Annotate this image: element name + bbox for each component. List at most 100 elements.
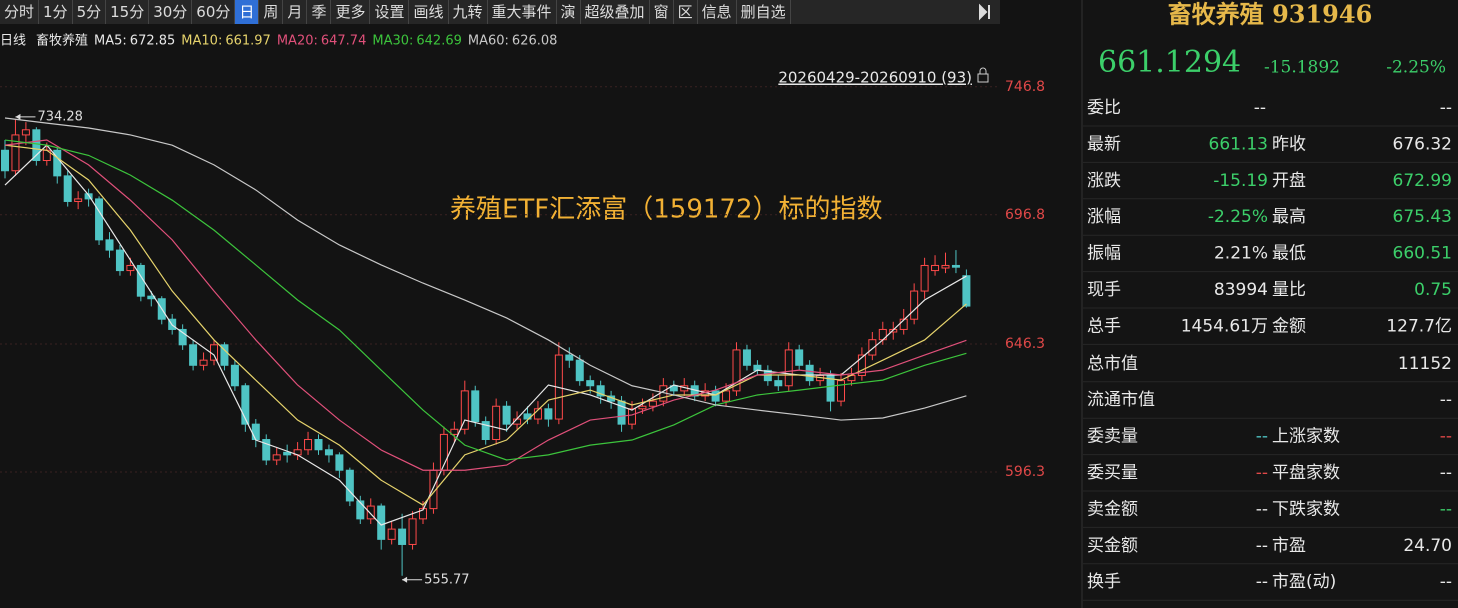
row-value: -- <box>1256 463 1268 483</box>
toolbar-item[interactable]: 九转 <box>449 0 488 24</box>
row-label: 总手 <box>1087 316 1121 336</box>
toolbar-item[interactable]: 月 <box>283 0 308 24</box>
row-label: 委买量 <box>1087 463 1138 483</box>
toolbar-item[interactable]: 日 <box>235 0 260 24</box>
candle-body <box>544 408 553 420</box>
candle-body <box>272 454 281 461</box>
candle-body <box>398 528 407 545</box>
row-label: 振幅 <box>1087 244 1121 264</box>
candle-body <box>283 451 292 456</box>
row-value: 672.99 <box>1393 171 1452 191</box>
row-value: -- <box>1256 499 1268 519</box>
range[interactable]: 20260429-20260910 (93) <box>778 69 972 87</box>
candle-body <box>502 405 511 425</box>
candle-body <box>1 149 9 172</box>
toolbar-item[interactable]: 更多 <box>331 0 371 24</box>
candle-body <box>324 449 333 456</box>
candle-body <box>941 264 950 269</box>
candle-body <box>210 344 218 361</box>
ma-line <box>4 139 967 461</box>
row-value: 660.51 <box>1393 244 1452 264</box>
toolbar-item[interactable]: 30分 <box>149 0 193 24</box>
row-label: 涨跌 <box>1087 171 1121 191</box>
legend-name: 畜牧养殖 <box>36 33 88 49</box>
candle-body <box>951 264 960 268</box>
row-label: 开盘 <box>1272 171 1306 191</box>
candle-body <box>837 380 845 402</box>
toolbar-item[interactable]: 周 <box>259 0 284 24</box>
toolbar-item[interactable]: 信息 <box>698 0 737 24</box>
candle-body <box>74 198 83 202</box>
panel-bg <box>1083 0 1458 608</box>
row-label: 现手 <box>1087 280 1121 300</box>
candle-body <box>53 149 62 177</box>
candle-body <box>910 290 919 320</box>
candle-body <box>262 439 271 461</box>
toolbar-item[interactable]: 1分 <box>39 0 73 24</box>
candle-body <box>774 380 783 387</box>
candle-body <box>492 405 501 441</box>
ma-line <box>4 139 967 471</box>
toolbar-item[interactable]: 窗 <box>650 0 674 24</box>
candle-body <box>638 405 647 410</box>
ma-line <box>4 144 967 526</box>
row-value: -2.25% <box>1208 207 1268 227</box>
toolbar-item[interactable]: 画线 <box>409 0 449 24</box>
panel-title: 畜牧养殖 931946 <box>1168 0 1373 29</box>
candle-body <box>962 275 971 307</box>
row-label: 最新 <box>1087 134 1121 154</box>
row-value: -- <box>1440 427 1452 447</box>
candle-body <box>596 385 605 397</box>
candle-body <box>95 198 104 241</box>
legend-value: 661.97 <box>225 34 271 49</box>
candle-body <box>220 344 229 366</box>
toolbar-item[interactable]: 设置 <box>370 0 410 24</box>
toolbar-item[interactable]: 重大事件 <box>488 0 557 24</box>
toolbar-item[interactable]: 删自选 <box>737 0 791 24</box>
lock-icon[interactable] <box>977 73 989 83</box>
legend-value: 672.85 <box>130 34 176 49</box>
legend-value: 647.74 <box>321 34 367 49</box>
row-value: -- <box>1440 98 1452 118</box>
candle-body <box>795 349 804 366</box>
row-label: 最高 <box>1272 207 1306 227</box>
candle-body <box>189 344 198 366</box>
legend-period: 日线 <box>0 34 26 49</box>
candle-body <box>648 400 657 407</box>
row-label: 平盘家数 <box>1272 463 1340 483</box>
toolbar-item[interactable]: 分时 <box>0 0 40 24</box>
candle-body <box>178 328 187 346</box>
row-label: 流通市值 <box>1087 390 1155 410</box>
row-label: 市盈 <box>1272 536 1306 556</box>
candle-body <box>105 239 114 251</box>
y-tick-label: 596.3 <box>1005 464 1045 480</box>
toolbar-item[interactable]: 60分 <box>192 0 236 24</box>
candle-body <box>335 454 344 471</box>
toolbar-item[interactable]: 季 <box>307 0 332 24</box>
row-value: -- <box>1256 572 1268 592</box>
toolbar-icon[interactable] <box>976 0 996 24</box>
row-label: 下跌家数 <box>1272 499 1340 519</box>
ma-line <box>4 117 967 421</box>
row-label: 上涨家数 <box>1272 427 1340 447</box>
toolbar-item[interactable]: 5分 <box>73 0 107 24</box>
row-label: 买金额 <box>1087 536 1138 556</box>
toolbar-item[interactable]: 演 <box>557 0 581 24</box>
row-label: 卖金额 <box>1087 499 1138 519</box>
row-value: -- <box>1440 572 1452 592</box>
row-label: 昨收 <box>1272 134 1306 154</box>
legend-label: MA30: <box>372 34 413 49</box>
toolbar-item[interactable]: 15分 <box>106 0 150 24</box>
candle-body <box>63 175 72 202</box>
candle-body <box>868 339 877 356</box>
toolbar-item[interactable]: 区 <box>674 0 698 24</box>
toolbar-item[interactable]: 超级叠加 <box>581 0 650 24</box>
row-value: 676.32 <box>1393 134 1452 154</box>
candle-body <box>115 249 124 272</box>
candle-body <box>471 390 480 423</box>
candle-body <box>366 505 375 520</box>
candle-body <box>857 354 866 377</box>
row-label: 金额 <box>1272 316 1306 336</box>
row-value: -- <box>1254 98 1266 118</box>
